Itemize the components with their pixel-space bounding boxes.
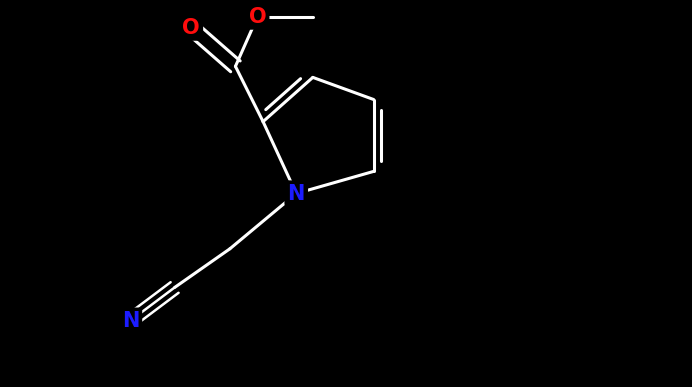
Text: N: N xyxy=(288,183,305,204)
Text: O: O xyxy=(248,7,266,27)
Text: N: N xyxy=(122,311,139,330)
Text: O: O xyxy=(183,18,200,38)
